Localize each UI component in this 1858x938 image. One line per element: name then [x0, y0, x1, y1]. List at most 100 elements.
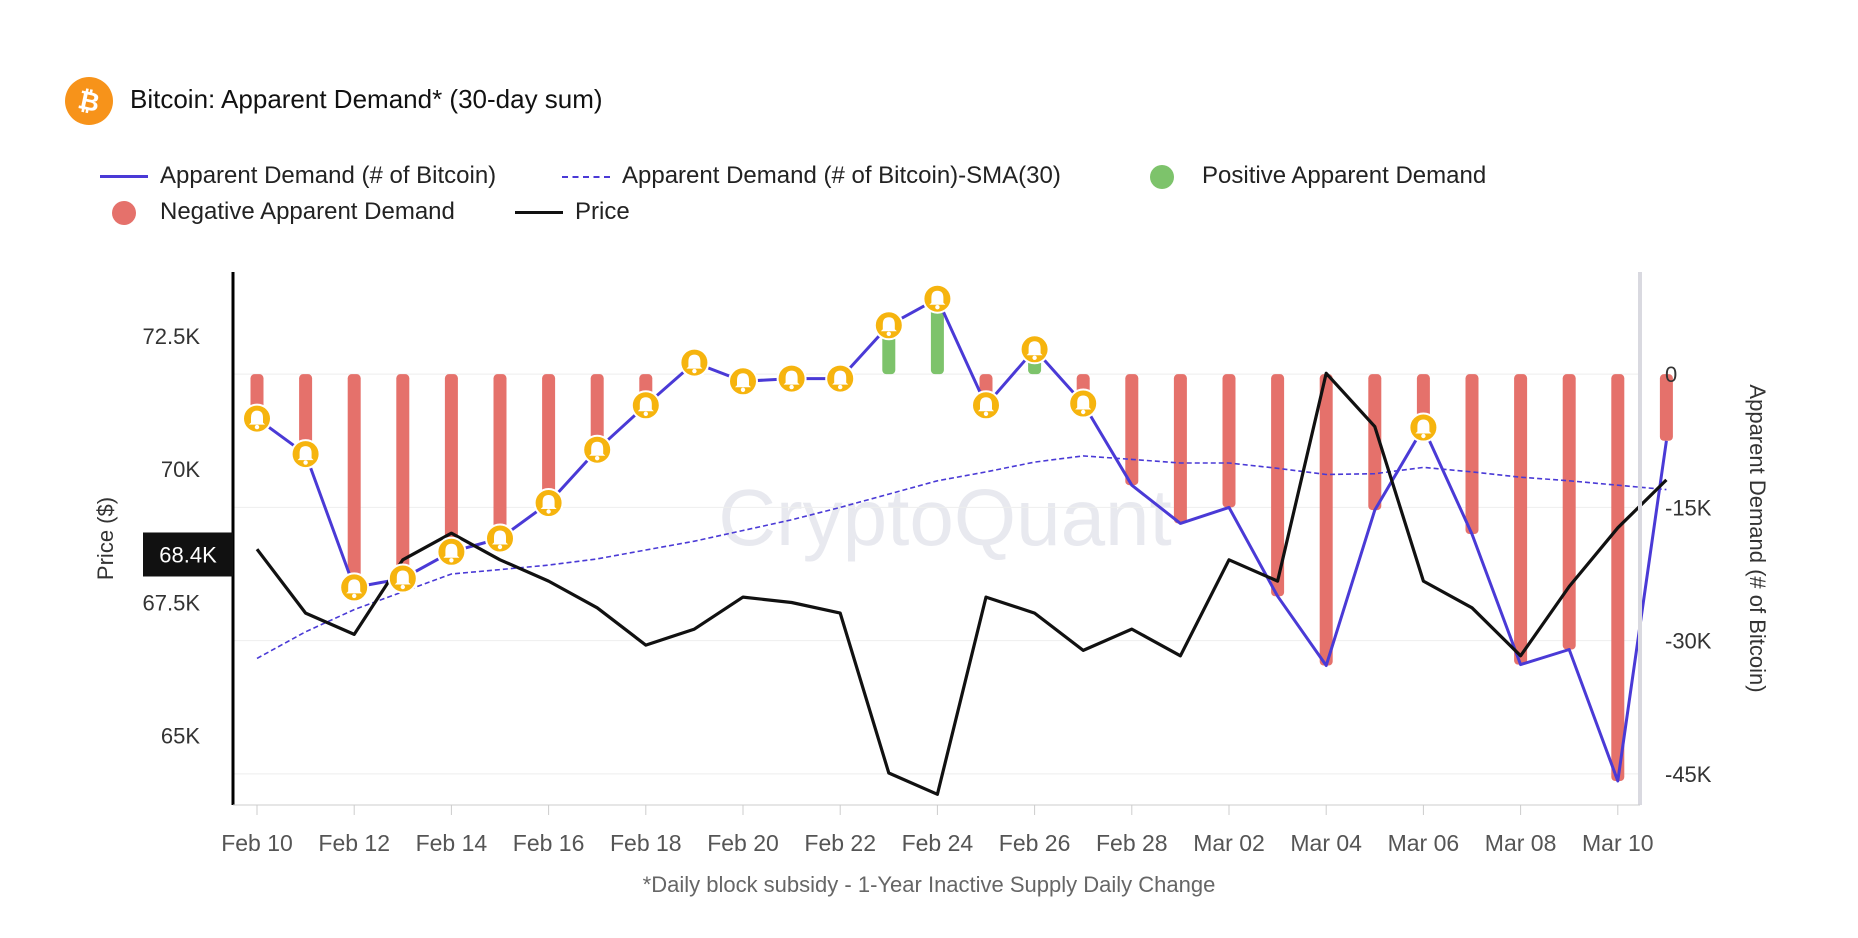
bell-shape — [1026, 341, 1043, 356]
bell-shape — [589, 441, 606, 456]
price-line — [255, 371, 1668, 796]
bell-icon — [485, 523, 515, 554]
watermark: CryptoQuant — [718, 473, 1172, 562]
bell-icon — [436, 536, 467, 567]
bell-icon — [728, 366, 758, 397]
negative-demand-bar — [542, 374, 556, 503]
x-tick-label: Feb 28 — [1096, 830, 1168, 856]
bell-icon — [776, 363, 807, 394]
bell-clapper — [935, 305, 940, 310]
negative-demand-bar — [1368, 374, 1382, 511]
price-series — [255, 371, 1668, 796]
bell-clapper — [1032, 355, 1037, 360]
legend-label-demand: Apparent Demand (# of Bitcoin) — [160, 162, 497, 189]
legend-line-price — [515, 211, 563, 215]
bell-icon — [922, 283, 953, 314]
negative-demand-bar — [1611, 374, 1625, 782]
bell-clapper — [254, 424, 260, 430]
bell-shape — [492, 530, 508, 545]
bell-clapper — [643, 411, 648, 416]
chart-footnote: *Daily block subsidy - 1-Year Inactive S… — [642, 872, 1216, 897]
bell-clapper — [449, 558, 454, 563]
negative-demand-bar — [1222, 374, 1236, 508]
negative-demand-bar — [347, 374, 361, 588]
legend-item-price[interactable]: Price — [515, 198, 630, 226]
bell-clapper — [692, 368, 697, 374]
bell-shape — [249, 410, 265, 425]
negative-demand-bar — [1514, 374, 1528, 665]
bell-shape — [832, 370, 849, 385]
bell-clapper — [789, 384, 794, 390]
bell-shape — [783, 370, 800, 385]
right-tick-label: -30K — [1665, 629, 1712, 654]
bell-shape — [637, 397, 654, 412]
x-tick-label: Feb 12 — [318, 830, 390, 856]
legend-item-demand[interactable]: Apparent Demand (# of Bitcoin) — [100, 162, 496, 190]
price-tag-label: 68.4K — [159, 542, 217, 567]
bell-icon — [1068, 388, 1099, 419]
negative-demand-bar — [590, 374, 604, 450]
x-tick-label: Mar 04 — [1290, 830, 1362, 856]
negative-demand-bar — [1319, 374, 1333, 666]
bell-icon — [533, 488, 564, 518]
legend-label-positive: Positive Apparent Demand — [1202, 162, 1487, 189]
price-tag-bg — [143, 532, 233, 577]
sma-series — [256, 455, 1667, 660]
x-tick-label: Mar 10 — [1582, 830, 1654, 856]
bell-clapper — [886, 331, 891, 336]
bell-shape — [929, 290, 946, 305]
bell-shape — [1415, 419, 1432, 434]
legend-item-negative[interactable]: Negative Apparent Demand — [112, 198, 455, 226]
negative-demand-bar — [1173, 374, 1187, 524]
negative-demand-bar — [1125, 374, 1139, 486]
bitcoin-logo: ₿ — [64, 76, 114, 126]
sma-line — [256, 455, 1667, 660]
right-tick-label: -15K — [1665, 495, 1712, 520]
negative-demand-bar — [299, 374, 313, 455]
right-tick-label: -45K — [1665, 762, 1712, 787]
negative-demand-bar — [396, 374, 410, 579]
left-tick-label: 70K — [161, 457, 200, 482]
right-tick-label: 0 — [1665, 362, 1677, 387]
bell-icon — [630, 390, 661, 421]
negative-demand-bar — [493, 374, 507, 539]
legend-item-sma[interactable]: Apparent Demand (# of Bitcoin)-SMA(30) — [562, 162, 1061, 190]
negative-demand-bar — [1659, 374, 1673, 441]
x-tick-label: Feb 18 — [610, 830, 682, 856]
demand-bars — [250, 298, 1673, 782]
bell-shape — [540, 495, 557, 509]
bell-icon — [873, 310, 904, 341]
bell-clapper — [740, 387, 746, 392]
bell-clapper — [1421, 433, 1426, 439]
bell-clapper — [352, 593, 357, 599]
bell-icon — [339, 572, 370, 603]
bell-clapper — [546, 509, 551, 514]
negative-demand-bar — [1271, 374, 1285, 597]
bell-icon — [1019, 334, 1050, 365]
axes: 65K 67.5K 70K 72.5K 0 -15K -30K -45K Price ($) Ap… — [93, 272, 1770, 856]
negative-demand-bar — [1465, 374, 1479, 535]
x-tick-label: Feb 22 — [804, 830, 876, 856]
bell-icon — [387, 563, 418, 594]
bell-clapper — [983, 411, 989, 416]
bell-shape — [978, 397, 994, 412]
x-tick-label: Mar 08 — [1485, 830, 1557, 856]
bitcoin-icon — [65, 77, 113, 125]
bell-shape — [1075, 395, 1092, 410]
alert-markers — [242, 283, 1439, 603]
left-tick-label: 65K — [161, 724, 200, 749]
left-tick-label: 67.5K — [143, 590, 201, 615]
legend-dot-negative — [112, 200, 136, 225]
bell-icon — [825, 363, 856, 394]
negative-demand-bar — [1562, 374, 1576, 650]
negative-demand-bar — [444, 374, 458, 552]
bell-icon — [679, 347, 710, 378]
bell-icon — [290, 439, 321, 470]
x-tick-label: Feb 26 — [999, 830, 1071, 856]
legend-item-positive[interactable]: Positive Apparent Demand — [1150, 162, 1486, 190]
bell-icon — [971, 390, 1001, 421]
bell-shape — [735, 373, 751, 388]
bell-shape — [346, 579, 363, 594]
bell-clapper — [1081, 409, 1086, 415]
bell-clapper — [595, 456, 600, 461]
